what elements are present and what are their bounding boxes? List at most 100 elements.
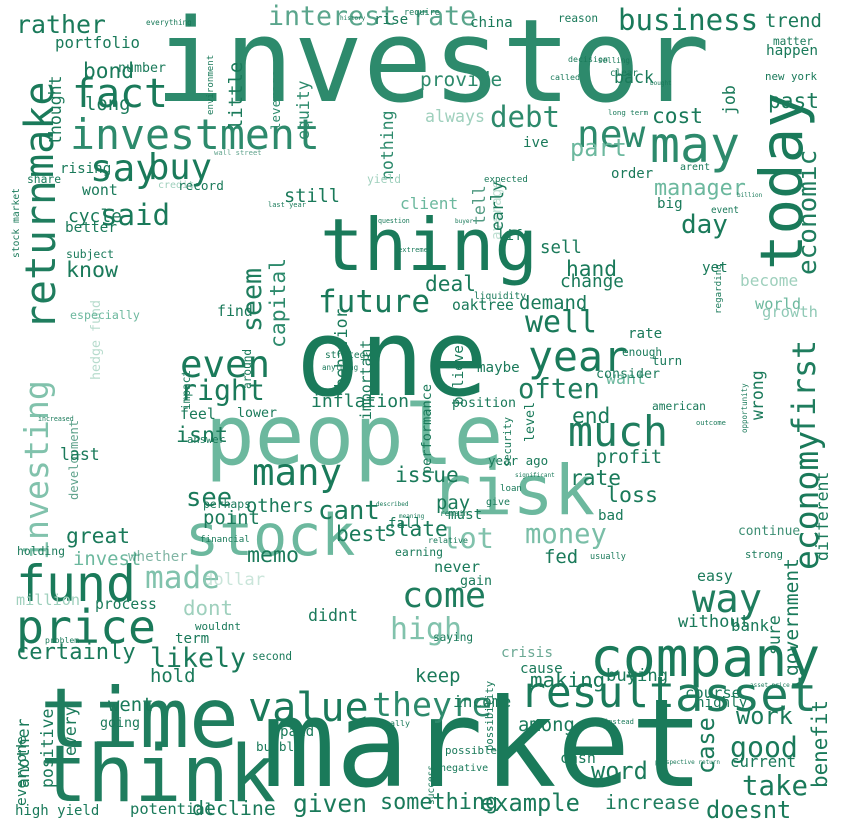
word-bought: bought bbox=[650, 80, 672, 87]
word-feel: feel bbox=[180, 405, 216, 423]
word-hold: hold bbox=[150, 665, 196, 687]
word-value: value bbox=[248, 685, 369, 731]
word-easy: easy bbox=[697, 566, 733, 585]
word-big: big bbox=[657, 196, 683, 212]
word-better: better bbox=[65, 219, 117, 236]
word-point: point bbox=[203, 507, 260, 529]
word-among: among bbox=[518, 714, 575, 736]
word-second: second bbox=[252, 650, 293, 664]
word-find: find bbox=[217, 302, 253, 320]
word-current: current bbox=[730, 752, 797, 772]
word-many: many bbox=[252, 450, 343, 495]
word-part: part bbox=[570, 134, 627, 162]
word-seem: seem bbox=[237, 267, 268, 332]
word-issue: issue bbox=[395, 462, 459, 487]
word-word: word bbox=[591, 757, 648, 785]
word-capital: capital bbox=[266, 257, 291, 348]
word-usually: usually bbox=[590, 551, 626, 562]
word-arent: arent bbox=[680, 162, 711, 174]
word-fall: fall bbox=[388, 516, 422, 532]
word-course: course bbox=[685, 684, 741, 703]
word-performance: performance bbox=[419, 383, 435, 474]
word-theyre: theyre bbox=[372, 685, 492, 725]
word-price: price bbox=[16, 599, 156, 654]
word-first: first bbox=[787, 339, 823, 435]
word-growth: growth bbox=[762, 303, 818, 322]
word-stock-market: stock market bbox=[11, 188, 22, 258]
word-process: process bbox=[95, 595, 157, 613]
word-yet: yet bbox=[702, 260, 728, 276]
word-instead: instead bbox=[604, 717, 634, 727]
word-stock: stock bbox=[185, 503, 356, 569]
word-interest-rate: interest rate bbox=[268, 0, 477, 32]
word-wont: wont bbox=[82, 180, 118, 199]
word-think: think bbox=[40, 729, 276, 820]
word-may: may bbox=[650, 116, 740, 175]
word-trend: trend bbox=[765, 10, 822, 32]
word-significant: significant bbox=[515, 472, 555, 479]
word-rising: rising bbox=[60, 161, 112, 177]
word-dollar: dollar bbox=[203, 570, 266, 591]
word-economic: economic bbox=[793, 149, 823, 275]
word-lower: lower bbox=[237, 406, 278, 422]
word-profit: profit bbox=[596, 446, 663, 468]
word-require: require bbox=[404, 7, 440, 18]
word-rather: rather bbox=[16, 9, 106, 39]
word-everything: everything bbox=[146, 18, 192, 28]
word-great: great bbox=[66, 524, 131, 550]
word-making: making bbox=[530, 668, 606, 692]
word-bad: bad bbox=[598, 508, 624, 524]
word-work: work bbox=[736, 702, 793, 730]
word-saying: saying bbox=[433, 631, 474, 645]
word-continue: continue bbox=[738, 523, 801, 539]
word-investing: investing bbox=[17, 380, 56, 560]
word-ive: ive bbox=[523, 135, 549, 151]
word-want: want bbox=[606, 368, 646, 388]
word-paid: paid bbox=[280, 724, 315, 740]
word-everyone: everyone bbox=[14, 736, 30, 806]
word-always: always bbox=[425, 106, 485, 126]
word-result: result bbox=[520, 668, 675, 718]
word-thought: thought bbox=[46, 75, 65, 145]
word-must: must bbox=[448, 507, 483, 523]
word-example: example bbox=[480, 789, 580, 817]
word-number: number bbox=[118, 61, 167, 77]
word-rate: rate bbox=[628, 326, 663, 342]
word-potential: potential bbox=[130, 800, 214, 819]
word-asset: asset bbox=[675, 668, 818, 723]
word-debt: debt bbox=[490, 100, 561, 135]
word-environment: environment bbox=[206, 54, 216, 115]
word-much: much bbox=[568, 407, 668, 457]
word-rate: rate bbox=[570, 465, 622, 490]
word-event: event bbox=[711, 205, 739, 217]
word-increased: increased bbox=[38, 414, 74, 423]
word-high: high bbox=[390, 612, 462, 648]
word-bank: bank bbox=[731, 616, 770, 636]
word-people: people bbox=[205, 388, 504, 484]
word-wouldnt: wouldnt bbox=[195, 619, 241, 633]
word-certainly: certainly bbox=[16, 638, 136, 665]
word-back: back bbox=[614, 68, 654, 87]
word-increase: increase bbox=[605, 791, 700, 815]
word-dont: dont bbox=[183, 595, 234, 620]
word-maybe: maybe bbox=[477, 360, 520, 376]
word-share: share bbox=[27, 173, 62, 187]
word-one: one bbox=[296, 297, 488, 421]
word-others: others bbox=[246, 495, 314, 517]
word-market: market bbox=[262, 672, 705, 815]
word-life: life bbox=[497, 228, 532, 244]
word-loan: loan bbox=[500, 484, 522, 495]
word-last: last bbox=[60, 445, 100, 464]
word-likely: likely bbox=[150, 642, 247, 674]
word-new: new bbox=[577, 112, 646, 156]
word-wrong: wrong bbox=[748, 370, 767, 420]
word-equity: equity bbox=[294, 80, 313, 140]
word-went: went bbox=[108, 694, 154, 716]
word-cost: cost bbox=[652, 103, 704, 128]
word-answer: answer bbox=[187, 433, 225, 446]
word-enough: enough bbox=[622, 346, 663, 360]
word-inflation: inflation bbox=[311, 391, 410, 412]
word-selling: selling bbox=[598, 56, 631, 66]
word-pay: pay bbox=[436, 492, 471, 514]
